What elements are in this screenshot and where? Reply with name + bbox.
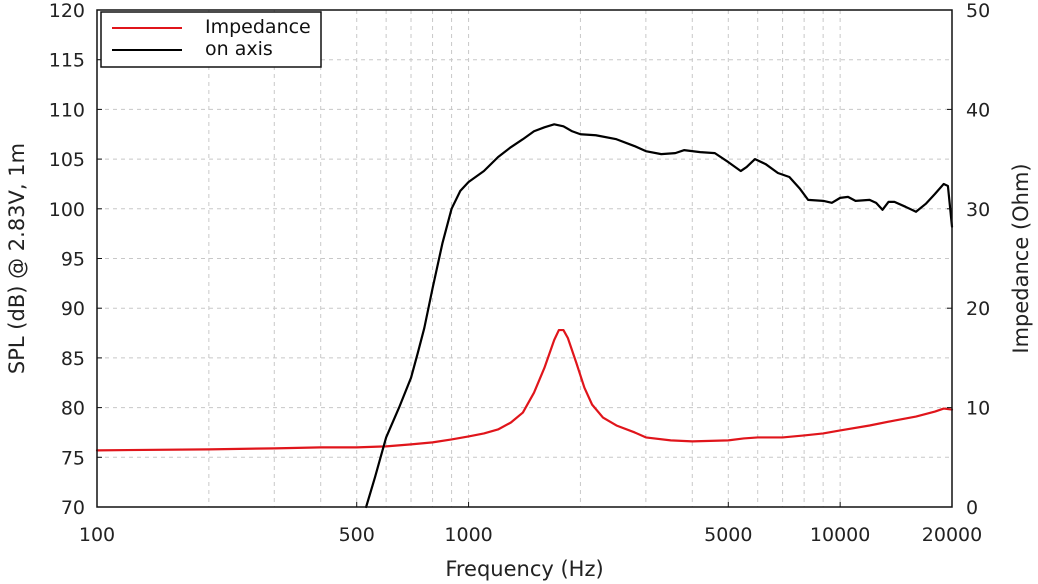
y-tick-label: 120 <box>49 0 85 22</box>
x-axis-title: Frequency (Hz) <box>445 557 603 581</box>
legend-box <box>100 11 322 68</box>
y-tick-label: 95 <box>61 249 85 271</box>
series-line-impedance <box>95 328 954 452</box>
y-tick-label: 115 <box>49 50 85 72</box>
y-axis-title-left: SPL (dB) @ 2.83V, 1m <box>5 143 29 374</box>
x-tick-label: 1000 <box>444 524 492 546</box>
x-tick-label: 500 <box>339 524 375 546</box>
series-lines <box>95 123 954 509</box>
y-tick-label: 105 <box>49 149 85 171</box>
y-axis-title-right: Impedance (Ohm) <box>1009 163 1033 353</box>
y-tick-label: 75 <box>61 447 85 469</box>
x-tick-label: 10000 <box>810 524 870 546</box>
y-tick-label: 90 <box>61 298 85 320</box>
series-line-on-axis <box>365 123 954 509</box>
axis-ticks: 100 500 1000 5000 10000 200007075808590951001… <box>49 0 990 546</box>
legend: Impedance on axis <box>100 11 322 68</box>
y2-tick-label: 40 <box>966 99 990 121</box>
y2-tick-label: 0 <box>966 497 978 519</box>
y2-tick-label: 20 <box>966 298 990 320</box>
y-tick-label: 110 <box>49 99 85 121</box>
legend-label-on-axis: on axis <box>205 38 273 60</box>
x-tick-label: 100 <box>79 524 115 546</box>
y-tick-label: 85 <box>61 348 85 370</box>
y-tick-label: 100 <box>49 199 85 221</box>
y2-tick-label: 30 <box>966 199 990 221</box>
y-tick-label: 70 <box>61 497 85 519</box>
x-tick-label: 5000 <box>704 524 752 546</box>
y2-tick-label: 50 <box>966 0 990 22</box>
y2-tick-label: 10 <box>966 398 990 420</box>
legend-label-impedance: Impedance <box>205 16 311 38</box>
x-tick-label: 20000 <box>922 524 982 546</box>
y-tick-label: 80 <box>61 398 85 420</box>
